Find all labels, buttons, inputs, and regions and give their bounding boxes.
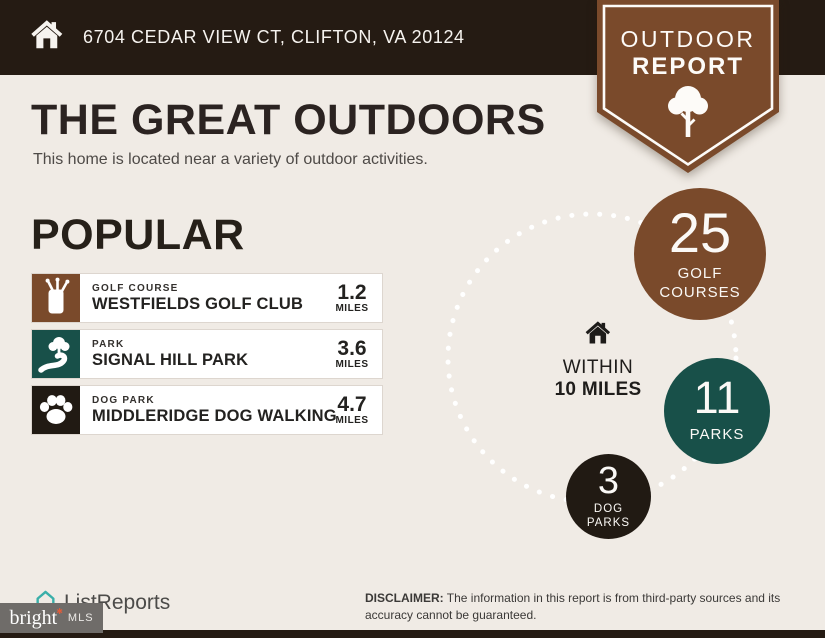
distance-value: 3.6 <box>337 337 367 360</box>
page-title: THE GREAT OUTDOORS <box>31 96 546 144</box>
stat-label-line1: DOG <box>593 502 624 515</box>
stat-label: GOLF COURSES <box>659 265 740 303</box>
ribbon-line2: REPORT <box>632 53 744 80</box>
item-distance: 1.2 MILES <box>330 282 382 314</box>
stat-bubble-parks: 11 PARKS <box>664 358 770 464</box>
brightmls-wordmark: bright <box>9 606 58 629</box>
item-name: WESTFIELDS GOLF CLUB <box>92 294 304 313</box>
item-distance: 4.7 MILES <box>330 394 382 426</box>
outdoor-report-ribbon: OUTDOOR REPORT <box>597 0 779 182</box>
radius-line1: WITHIN <box>562 357 634 378</box>
stat-label-line1: PARKS <box>689 426 745 443</box>
stat-value: 25 <box>668 200 732 264</box>
stat-label: DOG PARKS <box>587 502 630 531</box>
list-item-park: PARK SIGNAL HILL PARK 3.6 MILES <box>31 329 383 379</box>
stat-bubble-dog-parks: 3 DOG PARKS <box>566 454 651 539</box>
item-category: PARK <box>92 338 125 350</box>
stat-label: PARKS <box>690 426 745 445</box>
stat-label-line2: PARKS <box>586 517 631 530</box>
list-item-text: GOLF COURSE WESTFIELDS GOLF CLUB <box>92 283 330 314</box>
item-category: GOLF COURSE <box>92 282 179 294</box>
list-item-text: DOG PARK MIDDLERIDGE DOG WALKING <box>92 394 337 426</box>
tree-icon <box>668 86 708 137</box>
radius-line2: 10 MILES <box>554 379 642 400</box>
distance-unit: MILES <box>335 303 369 314</box>
stat-bubble-golf-courses: 25 GOLF COURSES <box>634 188 766 320</box>
item-distance: 3.6 MILES <box>330 338 382 370</box>
golf-bag-icon <box>32 274 80 322</box>
disclaimer-label: DISCLAIMER: <box>365 591 444 605</box>
popular-list: GOLF COURSE WESTFIELDS GOLF CLUB 1.2 MIL… <box>31 273 383 435</box>
page-subtitle: This home is located near a variety of o… <box>33 151 428 168</box>
stat-label-line2: COURSES <box>659 283 741 301</box>
popular-heading: POPULAR <box>31 211 245 259</box>
disclaimer-text: DISCLAIMER: The information in this repo… <box>365 590 820 625</box>
list-item-dog-park: DOG PARK MIDDLERIDGE DOG WALKING 4.7 MIL… <box>31 385 383 435</box>
disclaimer-body: The information in this report is from t… <box>365 591 781 623</box>
home-icon <box>28 16 66 59</box>
house-icon <box>583 321 613 352</box>
bottom-accent-bar <box>0 630 825 638</box>
distance-unit: MILES <box>335 359 369 370</box>
park-tree-icon <box>32 330 80 378</box>
list-item-golf-course: GOLF COURSE WESTFIELDS GOLF CLUB 1.2 MIL… <box>31 273 383 323</box>
spark-icon: ✱ <box>56 607 63 616</box>
brightmls-logo: bright ✱ MLS <box>0 603 103 633</box>
item-name: SIGNAL HILL PARK <box>92 350 249 369</box>
list-item-text: PARK SIGNAL HILL PARK <box>92 339 330 370</box>
stat-value: 11 <box>693 372 741 424</box>
item-name: MIDDLERIDGE DOG WALKING <box>92 406 337 425</box>
ribbon-line1: OUTDOOR <box>620 26 755 52</box>
paw-icon <box>32 386 80 434</box>
distance-value: 4.7 <box>337 393 367 416</box>
stat-value: 3 <box>597 459 620 502</box>
item-category: DOG PARK <box>92 394 155 406</box>
stat-label-line1: GOLF <box>677 264 723 282</box>
distance-value: 1.2 <box>337 281 367 304</box>
property-address: 6704 CEDAR VIEW CT, CLIFTON, VA 20124 <box>83 27 465 47</box>
radius-center-label: WITHIN 10 MILES <box>534 318 662 401</box>
brightmls-suffix: MLS <box>67 612 94 624</box>
distance-unit: MILES <box>335 415 369 426</box>
